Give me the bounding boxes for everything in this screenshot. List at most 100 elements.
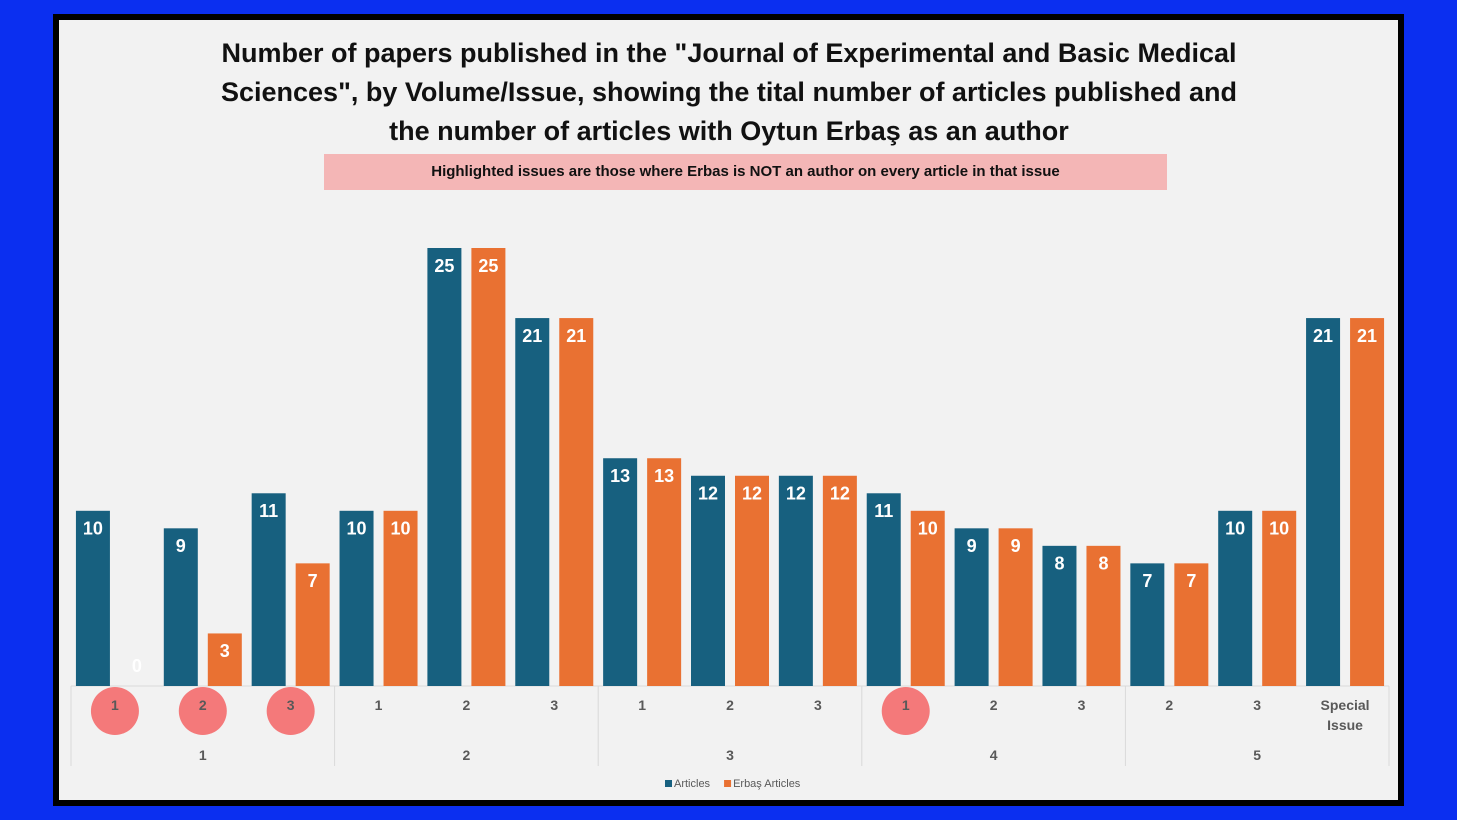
x-tick-label: 1 xyxy=(374,697,383,713)
x-tick-label-box: 2 xyxy=(462,697,471,713)
bar xyxy=(339,510,374,686)
bar xyxy=(427,248,462,686)
group-label: 1 xyxy=(198,747,207,763)
group-label-box: 3 xyxy=(726,747,734,763)
x-tick-label: 1 xyxy=(638,697,647,713)
x-tick-label-box: 3 xyxy=(813,697,822,713)
x-tick-label-box: 1 xyxy=(638,697,647,713)
x-tick-label: 3 xyxy=(1077,697,1086,713)
value-label: 9 xyxy=(176,536,186,556)
x-tick-label: 3 xyxy=(813,697,822,713)
x-tick-label-box: 2 xyxy=(990,697,998,713)
x-tick-label: Special Issue xyxy=(1320,697,1370,733)
x-tick-label: 2 xyxy=(1165,697,1174,713)
value-label: 12 xyxy=(742,484,762,504)
x-tick-label: 2 xyxy=(726,697,734,713)
value-label: 9 xyxy=(1011,536,1021,556)
x-tick-label-box: 1 xyxy=(111,697,119,713)
value-label: 0 xyxy=(132,656,142,676)
value-label: 7 xyxy=(1186,571,1196,591)
x-tick-label-box: 3 xyxy=(1077,697,1086,713)
value-label: 12 xyxy=(698,484,718,504)
legend-label: Articles xyxy=(674,778,711,790)
x-tick-label-box: 2 xyxy=(726,697,734,713)
highlight-circle xyxy=(90,687,139,735)
legend-label: Erbaş Articles xyxy=(733,778,801,790)
group-label-box: 4 xyxy=(990,747,998,763)
value-label: 25 xyxy=(478,256,498,276)
value-label: 11 xyxy=(874,501,893,521)
bar xyxy=(1262,510,1297,686)
bar xyxy=(998,528,1033,686)
bar xyxy=(207,633,242,686)
value-label: 13 xyxy=(654,466,674,486)
x-tick-label: 1 xyxy=(111,697,119,713)
value-label: 11 xyxy=(259,501,278,521)
value-label: 10 xyxy=(918,519,938,539)
value-label: 21 xyxy=(1357,326,1377,346)
x-tick-label-box: 1 xyxy=(901,697,910,713)
bar xyxy=(251,493,286,686)
group-label-box: 5 xyxy=(1253,747,1262,763)
x-tick-label: 3 xyxy=(550,697,559,713)
bar xyxy=(1218,510,1253,686)
value-label: 7 xyxy=(308,571,318,591)
x-tick-label-box: 3 xyxy=(1253,697,1262,713)
bar xyxy=(471,248,506,686)
value-label: 21 xyxy=(522,326,542,346)
chart-title: Number of papers published in the "Journ… xyxy=(220,38,1238,146)
x-tick-label: 2 xyxy=(462,697,471,713)
value-label: 25 xyxy=(434,256,454,276)
bar xyxy=(910,510,945,686)
chart-subtitle: Highlighted issues are those where Erbas… xyxy=(324,154,1167,190)
highlight-circle xyxy=(266,687,315,735)
bar xyxy=(778,475,813,686)
value-label: 3 xyxy=(220,641,230,661)
x-tick-label-box: 2 xyxy=(1165,697,1174,713)
x-tick-label: 1 xyxy=(901,697,910,713)
value-label: 12 xyxy=(830,484,850,504)
value-label: 21 xyxy=(566,326,586,346)
x-tick-label-box: 1 xyxy=(374,697,383,713)
legend-swatch xyxy=(665,780,672,787)
x-tick-label-box: 2 xyxy=(198,697,207,713)
x-tick-label-box: Special Issue xyxy=(1320,697,1370,733)
bar xyxy=(691,475,725,686)
x-tick-label: 2 xyxy=(198,697,207,713)
value-label: 10 xyxy=(1269,519,1289,539)
x-tick-label-box: 3 xyxy=(550,697,559,713)
bar xyxy=(1086,545,1121,686)
highlight-circle xyxy=(178,687,227,735)
bar xyxy=(163,528,198,686)
value-label: 10 xyxy=(347,519,367,539)
bar xyxy=(559,318,594,686)
value-label: 8 xyxy=(1098,554,1108,574)
group-label-box: 2 xyxy=(462,747,470,763)
value-label: 8 xyxy=(1054,554,1064,574)
value-label: 13 xyxy=(610,466,630,486)
group-label: 5 xyxy=(1253,747,1262,763)
x-tick-label-box: 3 xyxy=(286,697,295,713)
bar xyxy=(866,493,901,686)
value-label: 9 xyxy=(967,536,977,556)
bar xyxy=(1042,545,1077,686)
highlight-circle xyxy=(881,687,930,735)
bar xyxy=(383,510,418,686)
bar xyxy=(1130,563,1165,686)
bar xyxy=(647,458,682,686)
value-label: 10 xyxy=(83,519,103,539)
value-label: 12 xyxy=(786,484,806,504)
x-tick-label: 3 xyxy=(286,697,295,713)
value-label: 10 xyxy=(1225,519,1245,539)
bar xyxy=(515,318,550,686)
bar xyxy=(603,458,638,686)
bar xyxy=(1350,318,1385,686)
bar xyxy=(822,475,857,686)
bar xyxy=(1306,318,1341,686)
x-tick-label: 3 xyxy=(1253,697,1262,713)
bar xyxy=(295,563,330,686)
value-label: 7 xyxy=(1142,571,1152,591)
bar xyxy=(75,510,110,686)
group-label-box: 1 xyxy=(198,747,207,763)
